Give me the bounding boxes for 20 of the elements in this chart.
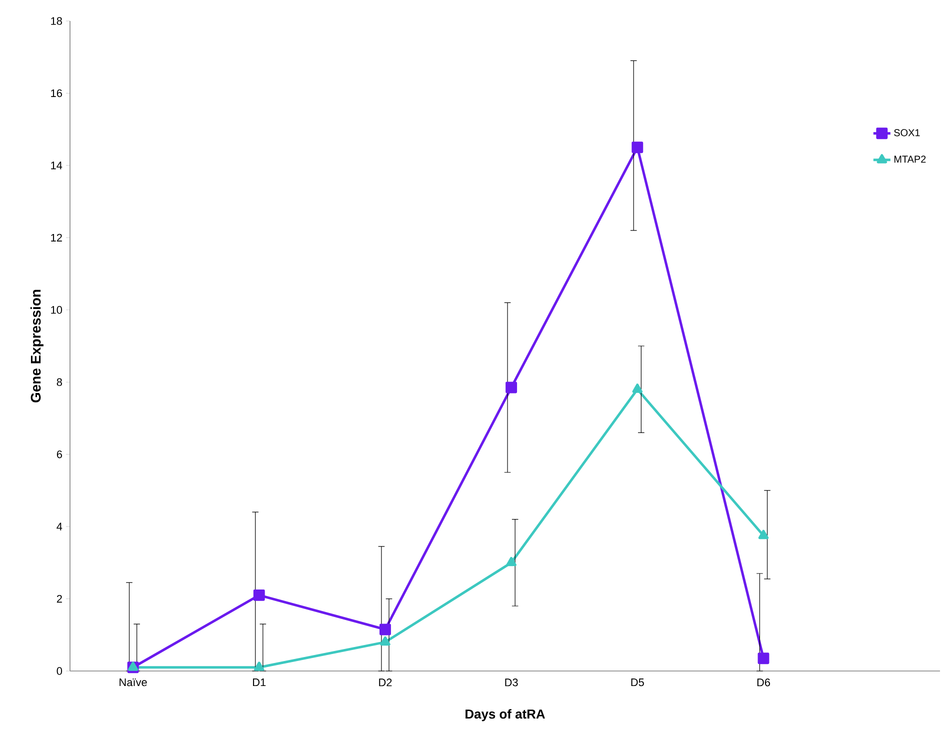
x-tick-label: D1 [253, 678, 266, 686]
y-axis-title: Gene Expression [30, 290, 44, 402]
y-tick-label: 18 [51, 17, 62, 25]
x-tick-label: D6 [757, 678, 770, 686]
y-tick-label: 12 [51, 234, 62, 242]
y-tick-label: 6 [56, 450, 62, 458]
x-tick-label: D3 [505, 678, 518, 686]
y-tick-label: 10 [51, 306, 62, 314]
x-tick-label: Naïve [120, 678, 147, 686]
y-tick-label: 16 [51, 89, 62, 98]
y-tick-label: 14 [51, 162, 62, 170]
y-tick-label: 8 [56, 378, 62, 386]
x-tick-label: D5 [631, 678, 644, 686]
x-axis-title: Days of atRA [466, 709, 545, 722]
x-tick-label: D2 [379, 678, 392, 686]
legend-label: SOX1 [894, 129, 920, 136]
legend-label: MTAP2 [894, 156, 926, 163]
y-tick-label: 2 [56, 594, 62, 603]
y-tick-label: 0 [56, 667, 62, 675]
y-tick-label: 4 [56, 522, 62, 530]
